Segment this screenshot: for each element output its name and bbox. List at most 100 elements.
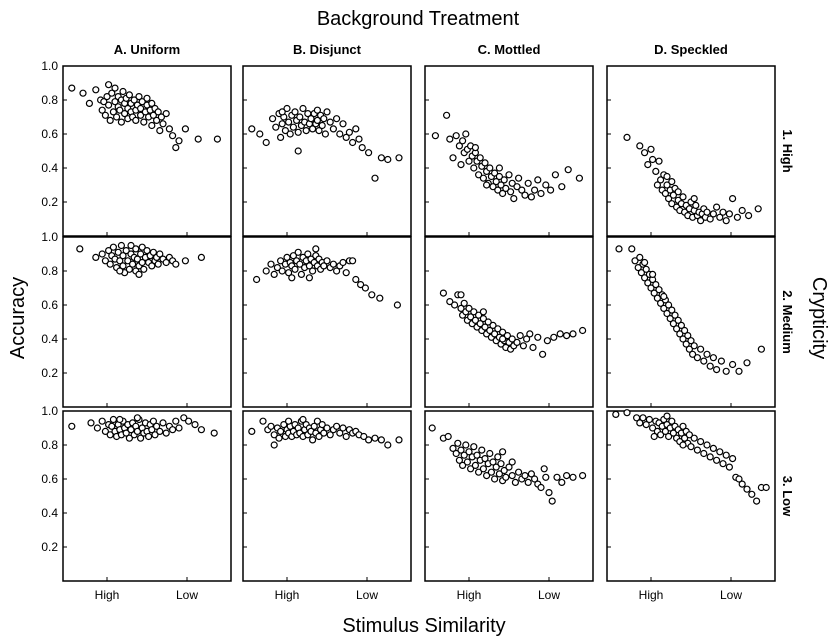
data-point (109, 415, 118, 424)
data-point (556, 330, 564, 338)
data-point (106, 431, 114, 439)
data-point (500, 176, 508, 184)
data-point (439, 289, 447, 297)
data-point (648, 270, 657, 278)
data-point (677, 321, 686, 329)
data-point (153, 422, 161, 430)
data-point (140, 265, 148, 273)
data-point (494, 453, 502, 461)
data-point (361, 284, 369, 292)
data-point (452, 132, 460, 140)
data-point (503, 332, 511, 340)
data-point (169, 132, 177, 140)
data-point (137, 434, 145, 442)
data-point (116, 267, 124, 275)
data-point (636, 253, 644, 261)
data-point (653, 294, 662, 302)
panel-1-high-a-uniform: 0.2 0.4 0.6 0.8 1.0 (41, 59, 232, 237)
data-point (100, 98, 108, 106)
data-point (148, 121, 156, 130)
data-point (679, 441, 687, 449)
data-point (725, 210, 734, 218)
y-tick-label: 0.8 (41, 438, 58, 452)
data-point (719, 208, 727, 216)
data-point (693, 354, 702, 362)
x-axis-label: Stimulus Similarity (342, 615, 505, 637)
data-point (393, 301, 401, 309)
data-point (483, 472, 491, 480)
data-point (283, 104, 291, 113)
data-point (497, 460, 505, 468)
data-point (451, 301, 459, 309)
data-point (154, 260, 162, 268)
data-point (465, 157, 473, 165)
data-point (277, 427, 285, 435)
y-tick-label: 0.4 (41, 332, 58, 346)
data-point (728, 455, 737, 463)
data-point (138, 98, 146, 106)
panel-frame (242, 236, 412, 408)
data-point (719, 460, 727, 468)
data-point (133, 427, 141, 435)
data-point (143, 247, 151, 255)
y-tick-label: 0.2 (41, 195, 58, 209)
data-point (712, 203, 721, 211)
data-point (92, 86, 100, 94)
data-point (104, 81, 113, 89)
data-point (623, 409, 631, 417)
data-point (455, 456, 463, 464)
data-point (339, 258, 347, 267)
data-point (449, 154, 457, 162)
data-point (280, 421, 288, 429)
data-point (640, 149, 649, 157)
data-point (431, 132, 439, 140)
data-point (661, 427, 670, 435)
data-point (149, 111, 157, 119)
data-point (494, 186, 502, 194)
data-point (111, 98, 119, 106)
panel-2-medium-b-disjunct (242, 236, 412, 408)
data-point (299, 104, 307, 113)
row-title-2-medium: 2. Medium (780, 290, 795, 354)
data-point (631, 257, 639, 265)
data-point (395, 154, 403, 162)
data-point (455, 142, 463, 150)
data-point (513, 183, 521, 191)
data-point (637, 269, 646, 277)
data-point (112, 113, 121, 121)
data-point (277, 257, 285, 265)
data-point (725, 463, 734, 471)
data-point (663, 309, 671, 318)
data-point (674, 316, 682, 324)
data-point (748, 490, 756, 498)
data-point (299, 415, 307, 424)
data-point (275, 434, 283, 442)
data-point (333, 422, 341, 430)
data-point (562, 472, 571, 480)
data-point (312, 245, 320, 253)
data-point (349, 257, 357, 265)
figure-title: Background Treatment (317, 8, 520, 30)
data-point (116, 106, 124, 114)
data-point (703, 208, 711, 216)
x-tick-label: Low (176, 588, 198, 602)
data-point (706, 453, 714, 461)
data-point (511, 478, 520, 486)
column-title-c-mottled: C. Mottled (478, 42, 541, 57)
data-point (569, 330, 577, 338)
data-point (656, 299, 665, 307)
data-point (505, 463, 513, 471)
data-point (709, 210, 718, 218)
data-point (508, 458, 516, 466)
panel-3-low-d-speckled: High Low (606, 409, 776, 602)
data-point (256, 130, 264, 138)
data-point (492, 463, 500, 471)
x-tick-label: High (639, 588, 664, 602)
y-tick-label: 1.0 (41, 59, 58, 73)
panel-frame (606, 65, 776, 237)
data-point (101, 427, 110, 435)
data-point (743, 359, 751, 367)
panel-2-medium-c-mottled (424, 236, 594, 408)
data-point (494, 325, 502, 333)
data-point (323, 424, 331, 432)
